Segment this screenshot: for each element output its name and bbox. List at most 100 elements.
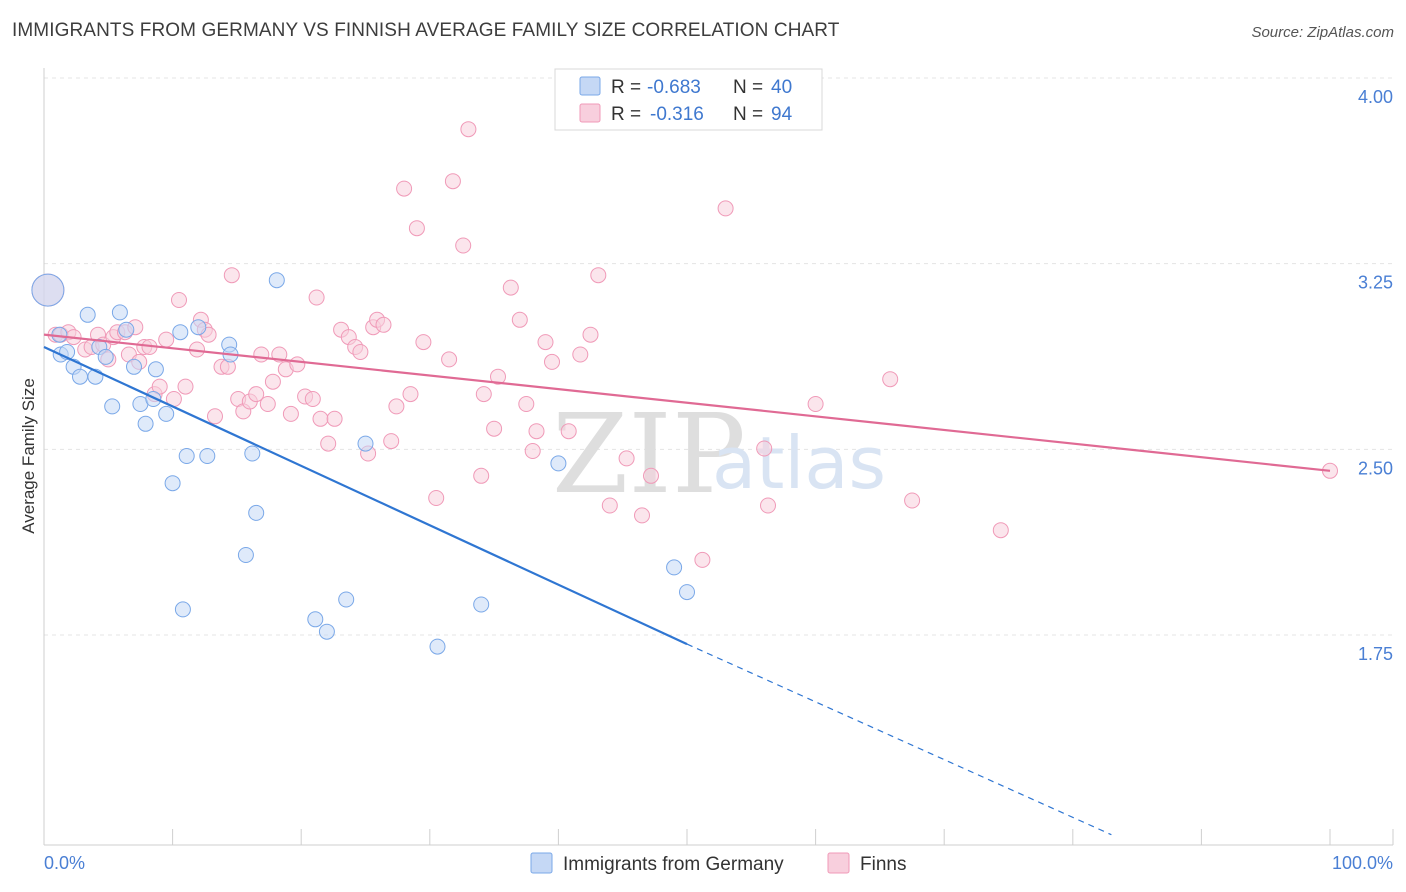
point-finns-90	[760, 497, 776, 514]
point-finns-35	[248, 386, 265, 403]
point-finns-45	[308, 289, 325, 306]
y-tick-labels: 4.00 3.25 2.50 1.75	[1358, 87, 1393, 664]
bottom-legend: Immigrants from Germany Finns	[530, 852, 906, 875]
point-finns-36	[253, 346, 270, 363]
point-finns-63	[428, 490, 445, 506]
trend-line-germany	[43, 346, 688, 646]
point-germany-39	[679, 584, 695, 601]
point-germany-35	[429, 638, 446, 655]
bottom-legend-finns: Finns	[860, 854, 906, 875]
legend-n-finns: 94	[771, 104, 793, 125]
point-finns-93	[904, 492, 921, 509]
point-finns-91	[807, 396, 824, 412]
point-finns-92	[882, 371, 899, 388]
point-finns-28	[207, 408, 223, 425]
point-finns-58	[388, 398, 405, 415]
chart-title: IMMIGRANTS FROM GERMANY VS FINNISH AVERA…	[12, 20, 840, 41]
point-finns-38	[264, 373, 281, 390]
point-finns-44	[304, 391, 321, 407]
point-finns-75	[528, 423, 545, 440]
point-finns-73	[511, 311, 528, 328]
point-germany-33	[338, 591, 355, 608]
point-germany-22	[190, 319, 207, 336]
point-finns-89	[756, 440, 773, 457]
bottom-legend-swatch-finns	[827, 852, 850, 874]
point-germany-10	[104, 398, 121, 415]
point-finns-41	[282, 405, 299, 422]
point-germany-5	[72, 368, 88, 385]
point-germany-0	[31, 273, 65, 307]
point-finns-57	[383, 433, 400, 450]
point-finns-80	[572, 346, 589, 363]
point-germany-29	[268, 272, 285, 289]
axes	[43, 68, 1394, 846]
data-points	[31, 121, 1338, 655]
point-finns-62	[415, 334, 432, 351]
point-finns-47	[320, 435, 337, 452]
y-tick-label-3: 1.75	[1358, 644, 1393, 664]
point-finns-66	[455, 237, 472, 254]
legend-swatch-germany	[579, 76, 601, 96]
point-finns-42	[289, 356, 306, 373]
point-finns-46	[312, 410, 329, 427]
point-finns-78	[544, 353, 560, 370]
legend-box: R = -0.683 N = 40 R = -0.316 N = 94	[554, 68, 823, 131]
point-finns-88	[717, 200, 734, 217]
point-finns-31	[223, 267, 240, 284]
point-finns-85	[634, 507, 650, 524]
point-finns-59	[396, 180, 413, 197]
point-finns-83	[601, 497, 618, 514]
point-germany-15	[137, 415, 154, 432]
point-finns-74	[518, 396, 535, 412]
watermark: ZIP atlas	[552, 390, 886, 518]
trend-line-germany-extension	[686, 643, 1112, 836]
point-germany-36	[473, 596, 490, 613]
legend-swatch-finns	[579, 103, 601, 123]
point-germany-26	[237, 547, 254, 563]
point-germany-34	[357, 435, 374, 452]
legend-n-germany: 40	[771, 77, 792, 98]
point-finns-61	[408, 220, 425, 237]
point-finns-56	[375, 316, 392, 333]
point-finns-22	[171, 292, 187, 308]
point-germany-38	[666, 559, 683, 576]
point-germany-31	[307, 611, 324, 628]
y-tick-label-2: 2.50	[1358, 458, 1393, 478]
point-finns-23	[177, 378, 194, 395]
point-finns-60	[402, 386, 419, 403]
legend-n-label-germany: N =	[733, 77, 763, 98]
watermark-zip: ZIP	[552, 390, 746, 518]
point-finns-79	[560, 423, 577, 440]
point-germany-23	[199, 448, 216, 464]
point-germany-28	[248, 504, 265, 521]
watermark-atlas: atlas	[712, 421, 886, 505]
point-germany-27	[244, 445, 261, 462]
point-finns-69	[475, 386, 492, 403]
point-germany-19	[164, 475, 181, 492]
x-tick-left: 0.0%	[44, 853, 85, 873]
point-finns-76	[524, 443, 541, 459]
point-finns-87	[694, 551, 711, 568]
point-finns-81	[582, 326, 599, 343]
point-germany-21	[178, 448, 195, 464]
point-germany-6	[79, 306, 96, 323]
source-credit: Source: ZipAtlas.com	[1251, 24, 1394, 41]
point-finns-77	[537, 334, 554, 351]
legend-r-label-germany: R =	[611, 77, 641, 98]
point-finns-72	[502, 279, 519, 296]
y-tick-label-1: 3.25	[1358, 273, 1393, 293]
point-finns-65	[441, 351, 458, 368]
bottom-legend-swatch-germany	[530, 852, 553, 874]
point-finns-82	[590, 267, 607, 284]
point-germany-30	[174, 601, 191, 618]
point-finns-86	[643, 467, 659, 484]
x-tick-right: 100.0%	[1332, 853, 1393, 873]
point-finns-64	[444, 173, 461, 190]
point-finns-70	[486, 420, 503, 437]
y-tick-label-0: 4.00	[1358, 87, 1393, 107]
bottom-legend-germany: Immigrants from Germany	[563, 854, 784, 875]
point-finns-37	[259, 396, 276, 412]
y-axis-label: Average Family Size	[19, 378, 38, 534]
point-germany-37	[550, 455, 567, 472]
